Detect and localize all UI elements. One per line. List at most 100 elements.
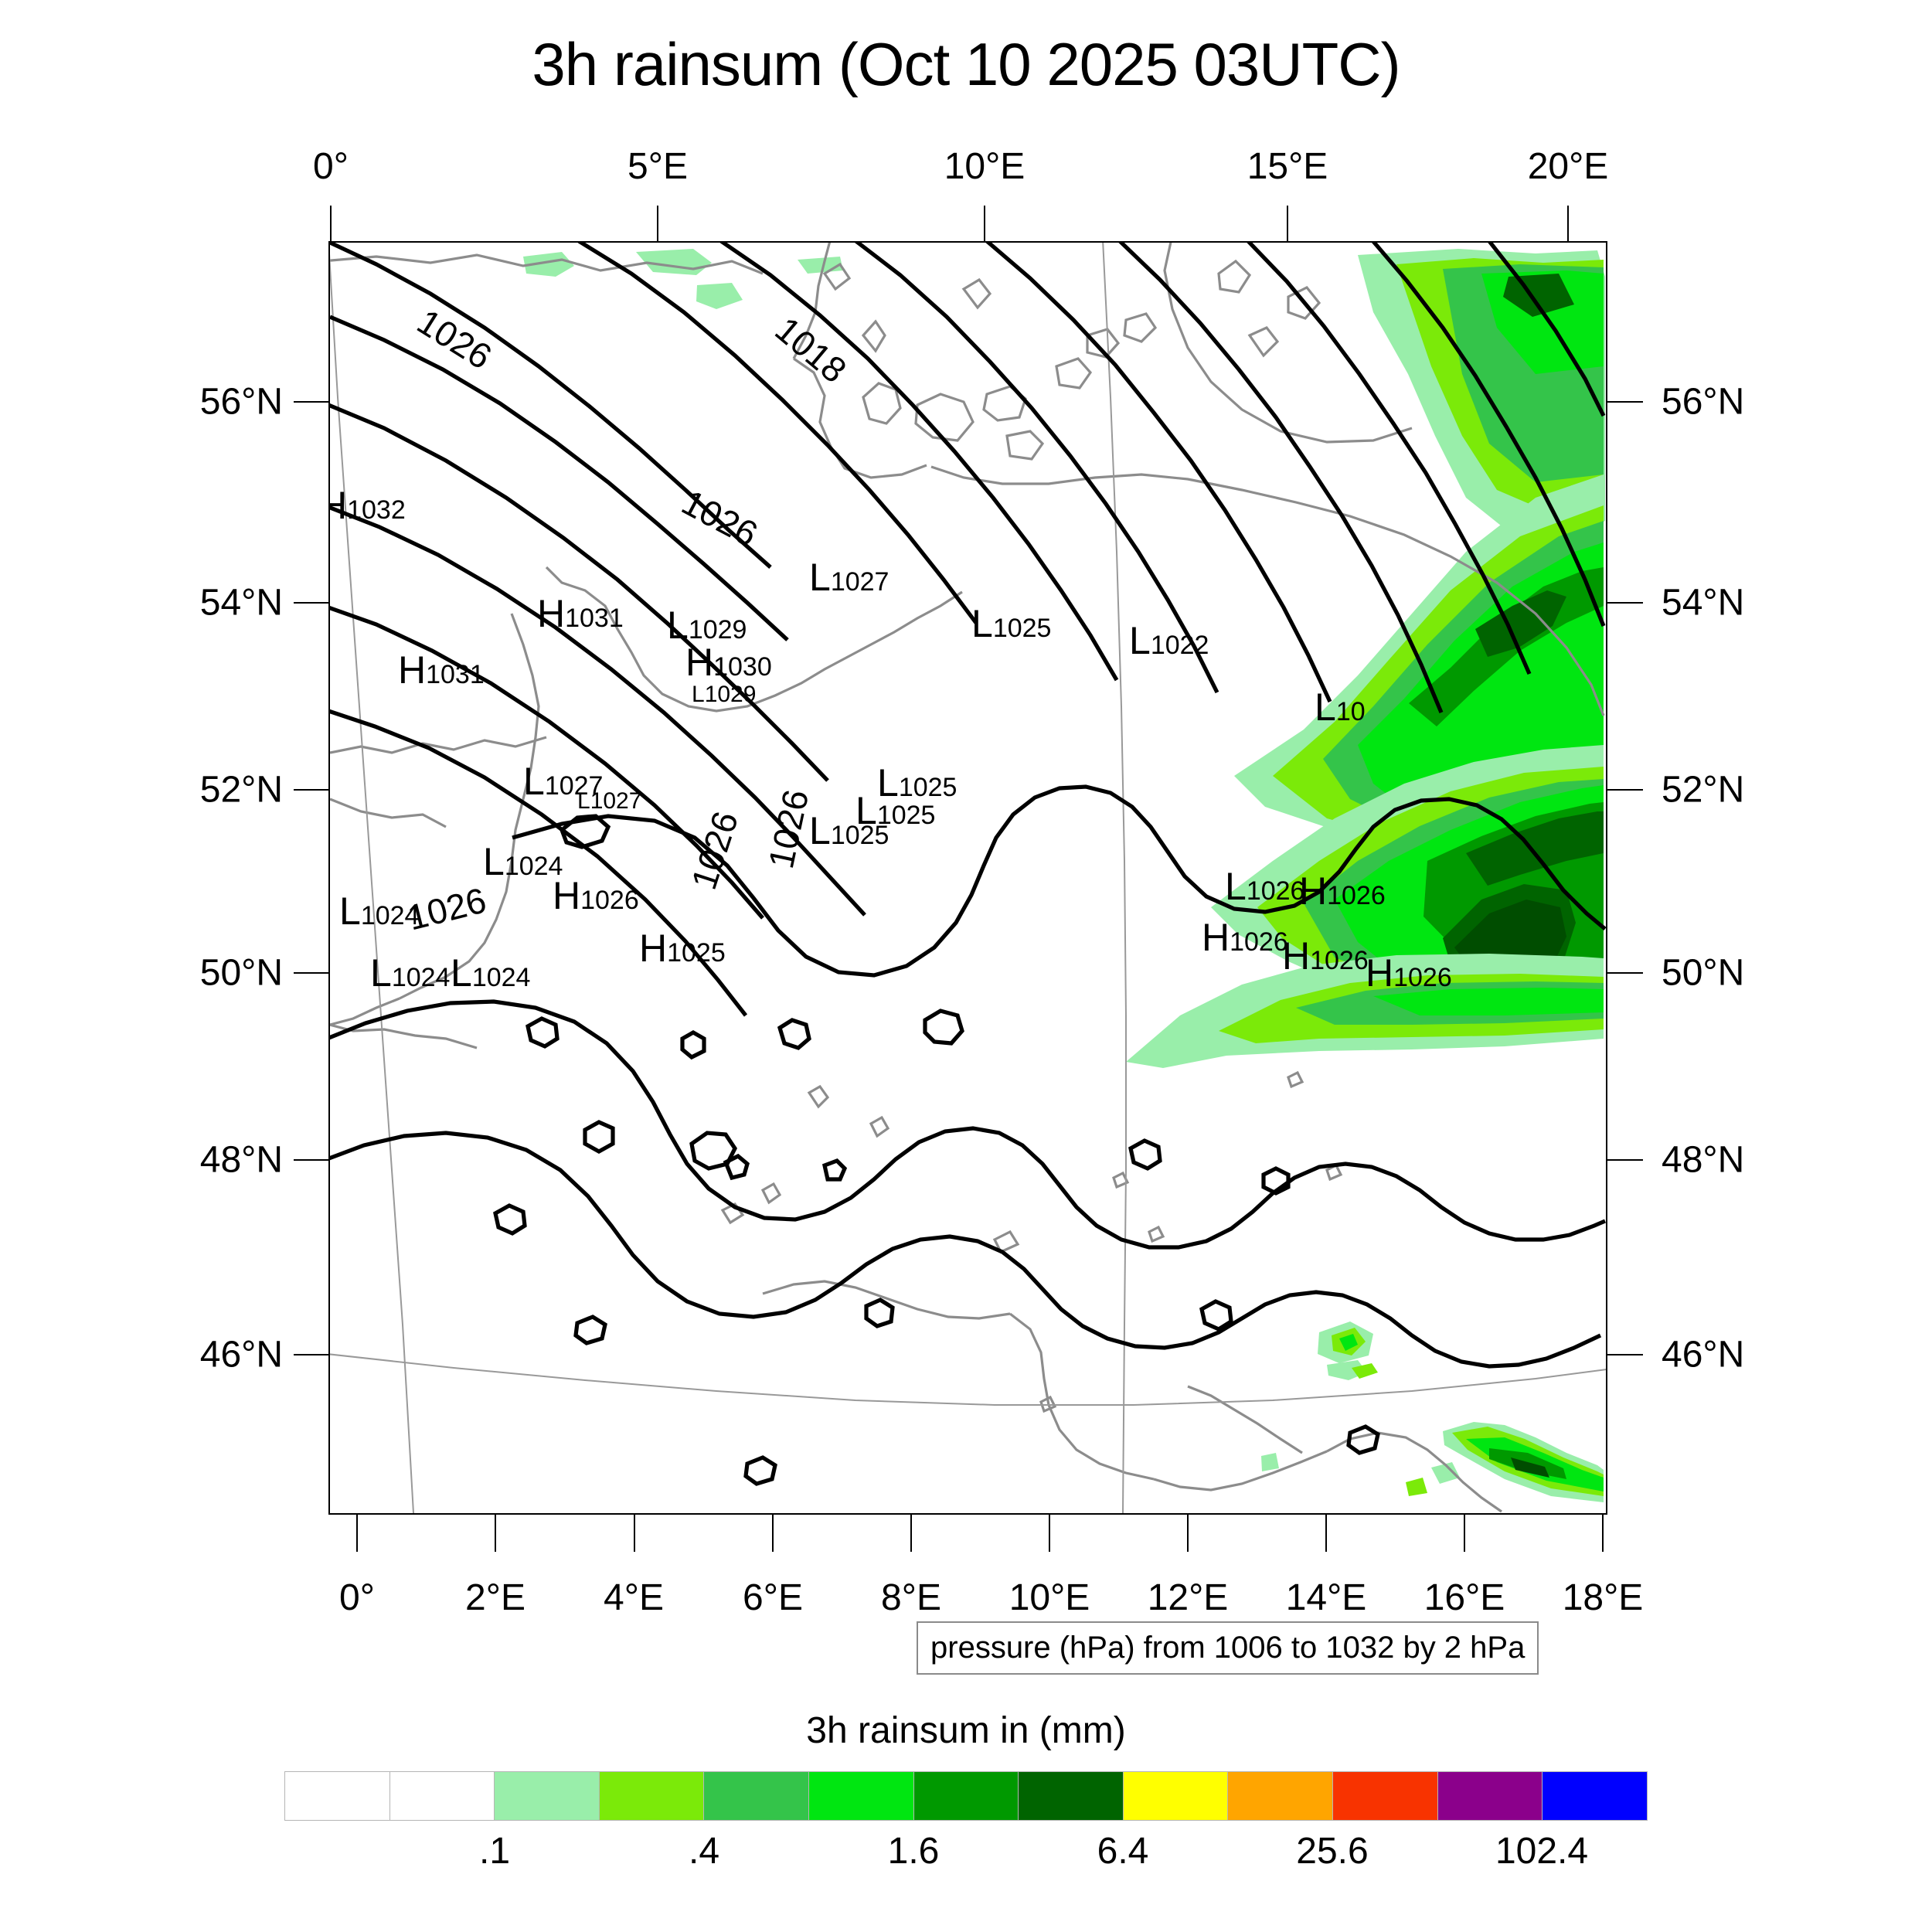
left-axis-label-56n: 56°N bbox=[199, 381, 283, 423]
pressure-center-l-1024-c: L1024 bbox=[370, 954, 450, 992]
pressure-center-h-1032: H1032 bbox=[330, 484, 406, 527]
pressure-center-value: 1026 bbox=[1230, 927, 1288, 957]
pressure-center-value: 1024 bbox=[360, 901, 420, 930]
page-title: 3h rainsum (Oct 10 2025 03UTC) bbox=[532, 30, 1400, 98]
top-axis-label-15e: 15°E bbox=[1247, 146, 1328, 187]
colorbar[interactable] bbox=[284, 1771, 1648, 1821]
colorbar-cell-12 bbox=[1543, 1772, 1647, 1820]
bottom-tick-18e bbox=[1602, 1515, 1604, 1552]
left-tick-52n bbox=[294, 789, 329, 791]
pressure-center-value: 1032 bbox=[347, 495, 406, 525]
right-tick-48n bbox=[1607, 1159, 1643, 1161]
top-axis-label-10e: 10°E bbox=[944, 146, 1026, 187]
left-axis-label-48n: 48°N bbox=[199, 1139, 283, 1181]
pressure-center-value: 1025 bbox=[898, 773, 957, 802]
top-axis-label-0: 0° bbox=[313, 146, 349, 187]
colorbar-cell-0 bbox=[285, 1772, 390, 1820]
pressure-center-type: L bbox=[809, 556, 831, 599]
pressure-center-value: 1029 bbox=[704, 682, 757, 707]
pressure-center-type: L bbox=[855, 789, 877, 832]
pressure-center-h-1026-d: H1026 bbox=[1282, 937, 1369, 975]
pressure-center-value: 1024 bbox=[391, 963, 451, 992]
right-tick-52n bbox=[1607, 789, 1643, 791]
pressure-center-type: H bbox=[537, 592, 566, 635]
left-tick-54n bbox=[294, 602, 329, 604]
left-axis-label-54n: 54°N bbox=[199, 582, 283, 624]
left-tick-56n bbox=[294, 401, 329, 403]
pressure-center-value: 1025 bbox=[876, 801, 936, 830]
colorbar-title: 3h rainsum in (mm) bbox=[806, 1710, 1126, 1751]
pressure-center-l-1027-a: L1027 bbox=[809, 558, 889, 597]
colorbar-cell-3 bbox=[599, 1772, 705, 1820]
pressure-center-type: L bbox=[1225, 865, 1247, 908]
pressure-center-type: H bbox=[685, 641, 714, 684]
pressure-center-h-1025: H1025 bbox=[639, 929, 726, 968]
colorbar-cell-7 bbox=[1019, 1772, 1124, 1820]
pressure-center-value: 1030 bbox=[713, 652, 772, 682]
pressure-center-h-1026-c: H1026 bbox=[1202, 918, 1288, 957]
pressure-center-value: 1026 bbox=[1246, 876, 1305, 906]
left-axis-label-46n: 46°N bbox=[199, 1334, 283, 1376]
left-tick-50n bbox=[294, 972, 329, 974]
pressure-center-type: H bbox=[330, 484, 347, 527]
right-tick-50n bbox=[1607, 972, 1643, 974]
left-tick-46n bbox=[294, 1354, 329, 1355]
bottom-axis-label-8e: 8°E bbox=[881, 1577, 941, 1618]
pressure-center-value: 10 bbox=[1335, 697, 1366, 726]
pressure-center-type: L bbox=[451, 951, 472, 995]
pressure-center-value: 1026 bbox=[1393, 963, 1452, 992]
right-axis-label-56n: 56°N bbox=[1662, 381, 1745, 423]
bottom-tick-2e bbox=[495, 1515, 496, 1552]
pressure-center-l-1027-b: L1027 bbox=[523, 762, 603, 801]
pressure-center-type: H bbox=[639, 927, 668, 970]
pressure-center-l-1025-b: L1025 bbox=[877, 764, 957, 802]
bottom-axis-label-6e: 6°E bbox=[743, 1577, 803, 1618]
bottom-tick-10e bbox=[1049, 1515, 1050, 1552]
pressure-center-type: H bbox=[398, 648, 427, 692]
right-tick-56n bbox=[1607, 401, 1643, 403]
top-tick-15e bbox=[1287, 206, 1288, 241]
pressure-center-value: 1024 bbox=[504, 852, 563, 881]
top-axis-label-20e: 20°E bbox=[1527, 146, 1609, 187]
bottom-tick-4e bbox=[634, 1515, 635, 1552]
colorbar-cell-5 bbox=[809, 1772, 914, 1820]
bottom-axis-label-4e: 4°E bbox=[604, 1577, 664, 1618]
map-plot-area[interactable]: H1032 H1031 H1031 L1029 H1030 L1029 L102… bbox=[328, 241, 1607, 1515]
right-axis-label-46n: 46°N bbox=[1662, 1334, 1745, 1376]
colorbar-cell-10 bbox=[1333, 1772, 1438, 1820]
bottom-axis-label-14e: 14°E bbox=[1285, 1577, 1367, 1618]
colorbar-cell-4 bbox=[704, 1772, 810, 1820]
bottom-tick-0 bbox=[356, 1515, 358, 1552]
graticule bbox=[330, 243, 1606, 1513]
pressure-center-value: 1031 bbox=[426, 660, 485, 689]
colorbar-tick-3: 6.4 bbox=[1097, 1831, 1149, 1872]
pressure-center-value: 1025 bbox=[667, 938, 726, 968]
colorbar-tick-1: .4 bbox=[688, 1831, 720, 1872]
bottom-axis-label-12e: 12°E bbox=[1147, 1577, 1229, 1618]
pressure-center-type: H bbox=[1299, 869, 1328, 913]
pressure-center-type: L bbox=[809, 809, 831, 852]
pressure-center-h-1031-a: H1031 bbox=[537, 594, 624, 633]
pressure-center-h-1026-a: H1026 bbox=[553, 876, 639, 915]
colorbar-tick-5: 102.4 bbox=[1495, 1831, 1589, 1872]
pressure-center-l-1029-b: L1029 bbox=[692, 683, 756, 706]
pressure-center-type: H bbox=[1282, 934, 1311, 978]
bottom-tick-8e bbox=[910, 1515, 912, 1552]
top-tick-10e bbox=[984, 206, 985, 241]
pressure-center-type: L bbox=[483, 840, 505, 883]
coastline-layer bbox=[330, 243, 1605, 1513]
bottom-tick-6e bbox=[772, 1515, 774, 1552]
pressure-center-value: 1031 bbox=[565, 604, 624, 633]
pressure-center-l-1024-b: L1024 bbox=[339, 892, 419, 930]
pressure-legend-box: pressure (hPa) from 1006 to 1032 by 2 hP… bbox=[917, 1621, 1539, 1675]
top-tick-0 bbox=[330, 206, 332, 241]
pressure-center-value: 1024 bbox=[471, 963, 531, 992]
pressure-center-h-1030: H1030 bbox=[685, 643, 772, 682]
right-tick-46n bbox=[1607, 1354, 1643, 1355]
pressure-center-value: 1025 bbox=[992, 614, 1052, 643]
colorbar-tick-4: 25.6 bbox=[1296, 1831, 1369, 1872]
pressure-center-l-1025-a: L1025 bbox=[971, 604, 1051, 643]
bottom-tick-14e bbox=[1325, 1515, 1327, 1552]
pressure-center-l-1022: L1022 bbox=[1129, 621, 1209, 660]
